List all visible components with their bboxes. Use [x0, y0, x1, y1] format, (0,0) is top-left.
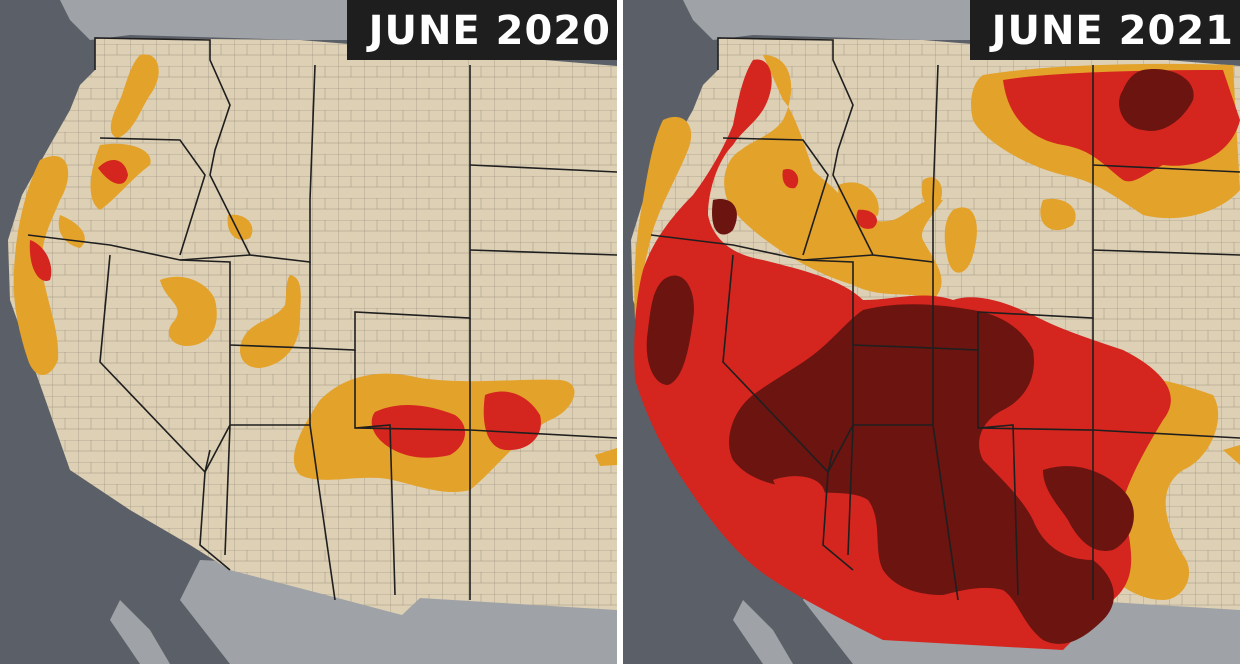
- baja-peninsula: [110, 600, 170, 664]
- panel-divider: [617, 0, 623, 664]
- drought-map-2020: [0, 0, 617, 664]
- drought-map-2021: [623, 0, 1240, 664]
- panel-label-2021: JUNE 2021: [969, 0, 1240, 60]
- map-panel-june-2020: JUNE 2020: [0, 0, 617, 664]
- drought-severe-layer: [29, 159, 541, 458]
- baja-peninsula: [733, 600, 793, 664]
- map-panel-june-2021: JUNE 2021: [623, 0, 1240, 664]
- state-boundaries: [650, 37, 1240, 601]
- panel-label-2020: JUNE 2020: [346, 0, 617, 60]
- state-boundaries: [27, 37, 617, 601]
